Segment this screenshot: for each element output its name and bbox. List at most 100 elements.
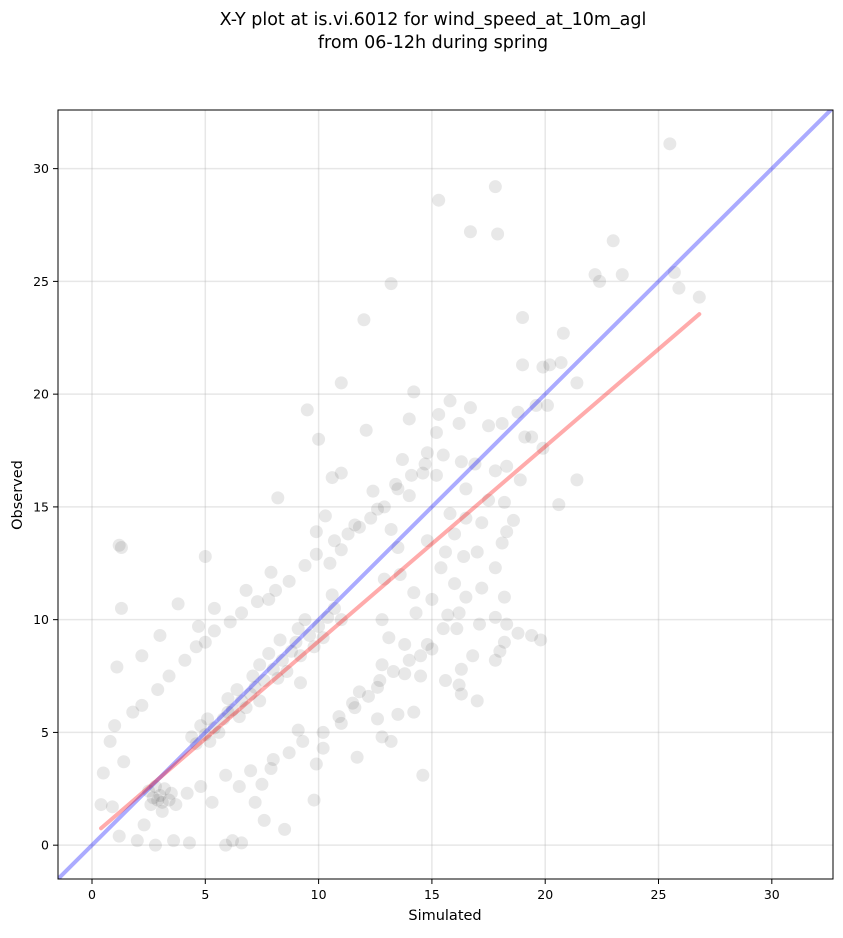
data-point: [371, 680, 385, 694]
data-point: [407, 705, 421, 719]
data-point: [334, 376, 348, 390]
data-point: [207, 601, 221, 615]
data-point: [201, 712, 215, 726]
data-point: [316, 631, 330, 645]
data-point: [420, 534, 434, 548]
y-tick-label: 25: [33, 274, 49, 289]
reference-line: [58, 110, 833, 879]
data-point: [171, 597, 185, 611]
trend-lines: [58, 110, 833, 879]
data-point: [269, 583, 283, 597]
data-point: [606, 234, 620, 248]
data-point: [96, 766, 110, 780]
data-point: [180, 786, 194, 800]
data-point: [112, 538, 126, 552]
data-point: [511, 405, 525, 419]
data-point: [493, 644, 507, 658]
data-point: [232, 780, 246, 794]
data-point: [282, 746, 296, 760]
x-tick-label: 15: [424, 887, 440, 902]
data-point: [144, 798, 158, 812]
data-point: [525, 628, 539, 642]
y-tick-label: 10: [33, 612, 49, 627]
data-point: [148, 780, 162, 794]
data-point: [425, 592, 439, 606]
y-tick-label: 5: [41, 725, 49, 740]
data-point: [327, 601, 341, 615]
data-point: [271, 491, 285, 505]
data-point: [386, 665, 400, 679]
data-point: [497, 495, 511, 509]
data-point: [307, 793, 321, 807]
data-point: [488, 610, 502, 624]
data-point: [271, 671, 285, 685]
data-point: [289, 635, 303, 649]
data-point: [488, 464, 502, 478]
data-point: [325, 471, 339, 485]
data-point: [436, 622, 450, 636]
data-point: [470, 694, 484, 708]
data-point: [312, 432, 326, 446]
x-tick-label: 5: [201, 887, 209, 902]
data-point: [556, 326, 570, 340]
data-point: [135, 649, 149, 663]
grid-lines: [58, 110, 833, 879]
data-point: [151, 793, 165, 807]
data-point: [488, 653, 502, 667]
data-point: [459, 482, 473, 496]
data-point: [452, 678, 466, 692]
data-point: [429, 425, 443, 439]
data-point: [169, 798, 183, 812]
data-point: [500, 459, 514, 473]
data-point: [357, 313, 371, 327]
data-point: [443, 507, 457, 521]
data-point: [506, 513, 520, 527]
data-point: [246, 669, 260, 683]
data-point: [185, 730, 199, 744]
data-point: [384, 522, 398, 536]
data-point: [475, 581, 489, 595]
data-point: [321, 610, 335, 624]
x-tick-label: 10: [311, 887, 327, 902]
data-point: [278, 822, 292, 836]
data-point: [371, 712, 385, 726]
data-point: [454, 662, 468, 676]
data-point: [316, 741, 330, 755]
data-point: [407, 385, 421, 399]
data-point: [309, 525, 323, 539]
data-point: [327, 534, 341, 548]
data-point: [194, 719, 208, 733]
data-point: [235, 694, 249, 708]
data-point: [309, 757, 323, 771]
data-point: [420, 446, 434, 460]
data-point: [352, 520, 366, 534]
data-point: [448, 577, 462, 591]
data-point: [293, 676, 307, 690]
y-tick-label: 0: [41, 838, 49, 853]
data-point: [450, 622, 464, 636]
data-point: [570, 376, 584, 390]
data-point: [405, 468, 419, 482]
data-point: [298, 613, 312, 627]
data-point: [162, 793, 176, 807]
data-point: [409, 606, 423, 620]
data-point: [253, 658, 267, 672]
data-point: [239, 583, 253, 597]
data-point: [103, 734, 117, 748]
data-point: [495, 536, 509, 550]
data-point: [500, 617, 514, 631]
data-point: [375, 658, 389, 672]
data-point: [114, 601, 128, 615]
data-point: [468, 457, 482, 471]
data-point: [110, 660, 124, 674]
y-axis-label: Observed: [10, 460, 26, 530]
data-point: [552, 498, 566, 512]
data-point: [393, 568, 407, 582]
data-point: [395, 453, 409, 467]
data-point: [207, 721, 221, 735]
data-point: [470, 545, 484, 559]
data-point: [223, 615, 237, 629]
data-point: [332, 710, 346, 724]
data-point: [203, 734, 217, 748]
